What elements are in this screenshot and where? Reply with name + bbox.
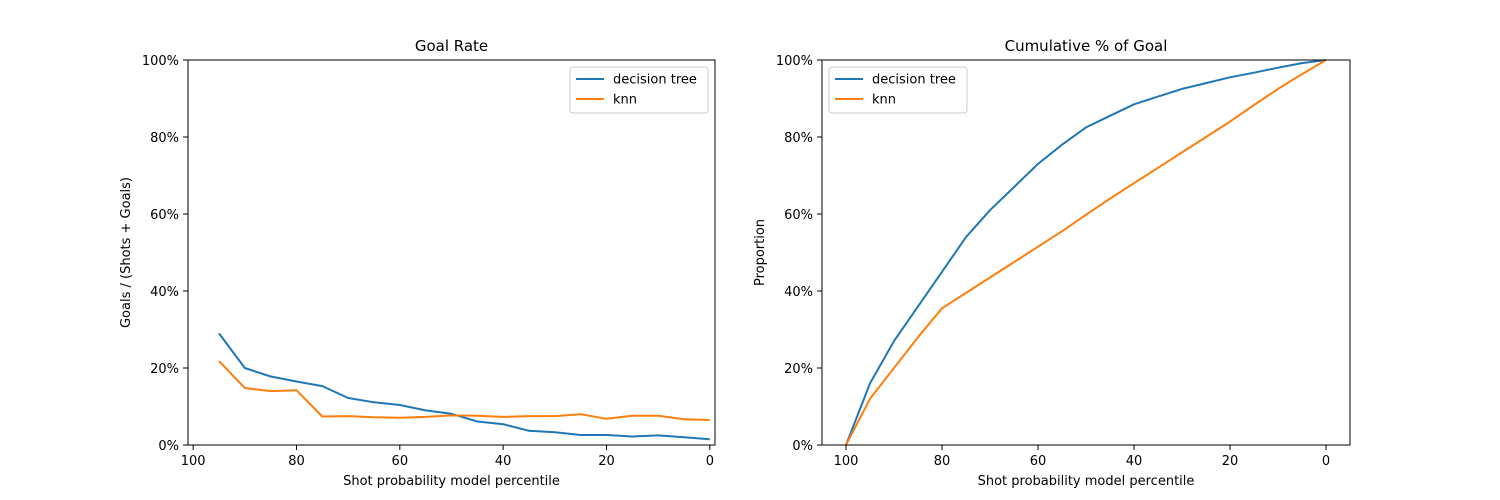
- plot-area: [187, 59, 716, 446]
- legend-box: [828, 66, 968, 114]
- series-line-knn: [845, 59, 1327, 446]
- series-line-knn: [218, 360, 710, 421]
- x-tick-label: 60: [392, 454, 409, 469]
- legend-label: knn: [872, 93, 896, 108]
- y-tick-label: 100%: [142, 54, 179, 69]
- x-tick-label: 20: [598, 454, 615, 469]
- legend-label: decision tree: [613, 73, 697, 88]
- y-tick-label: 20%: [784, 362, 813, 377]
- y-tick-label: 0%: [792, 439, 813, 454]
- series-line-decision-tree: [218, 332, 710, 441]
- x-tick-label: 20: [1222, 454, 1239, 469]
- legend-label: decision tree: [872, 73, 956, 88]
- x-tick-label: 40: [1126, 454, 1143, 469]
- y-tick-label: 60%: [150, 208, 179, 223]
- y-tick-label: 20%: [150, 362, 179, 377]
- y-tick-label: 100%: [776, 54, 813, 69]
- legend: decision tree knn: [569, 66, 709, 114]
- legend-label: knn: [613, 93, 637, 108]
- y-tick-label: 40%: [784, 285, 813, 300]
- y-tick-label: 0%: [158, 439, 179, 454]
- y-tick-label: 60%: [784, 208, 813, 223]
- x-tick-label: 80: [934, 454, 951, 469]
- series-line-decision-tree: [845, 59, 1327, 446]
- chart-title: Goal Rate: [415, 37, 488, 55]
- x-tick-label: 40: [495, 454, 512, 469]
- chart-title: Cumulative % of Goal: [1005, 37, 1168, 55]
- chart-1: 100 80 60 40 20 0 0% 20% 40% 60% 80% 100% Goal Rate S…: [119, 37, 716, 489]
- y-tick-label: 80%: [150, 131, 179, 146]
- x-tick-label: 100: [181, 454, 206, 469]
- x-axis-label: Shot probability model percentile: [343, 474, 560, 489]
- x-axis-label: Shot probability model percentile: [978, 474, 1195, 489]
- y-tick-label: 80%: [784, 131, 813, 146]
- x-tick-label: 80: [288, 454, 305, 469]
- y-tick-label: 40%: [150, 285, 179, 300]
- x-tick-label: 0: [706, 454, 714, 469]
- legend: decision tree knn: [828, 66, 968, 114]
- y-axis-label: Goals / (Shots + Goals): [119, 177, 134, 328]
- legend-box: [569, 66, 709, 114]
- y-axis-label: Proportion: [753, 219, 768, 286]
- plot-area: [821, 59, 1351, 446]
- x-tick-label: 0: [1322, 454, 1330, 469]
- x-tick-label: 60: [1030, 454, 1047, 469]
- x-tick-label: 100: [834, 454, 859, 469]
- chart-2: 100 80 60 40 20 0 0% 20% 40% 60% 80% 100% Cumulative…: [753, 37, 1351, 489]
